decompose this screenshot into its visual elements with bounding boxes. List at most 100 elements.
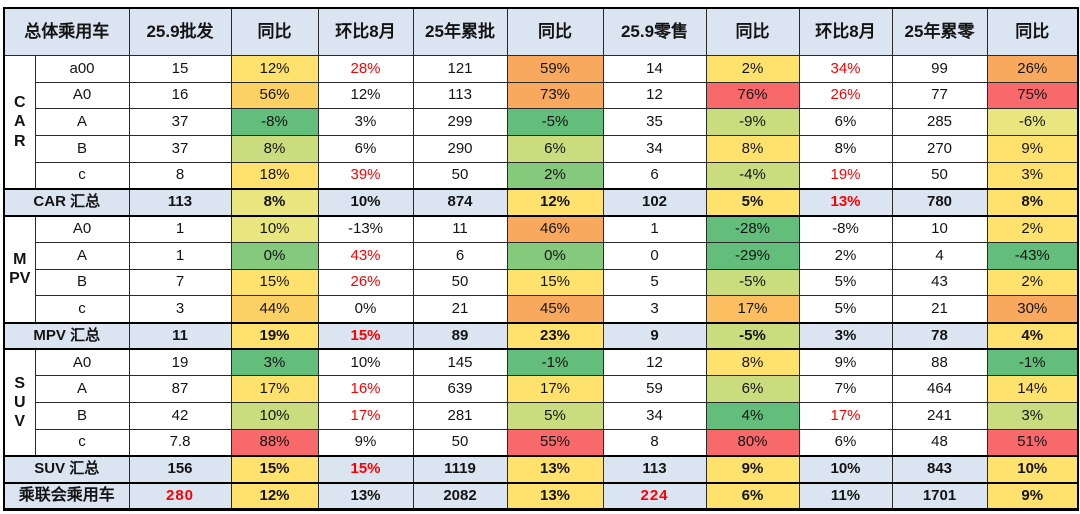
- data-cell: 17%: [317, 402, 414, 430]
- data-cell: 44%: [230, 295, 319, 324]
- summary-label: SUV 汇总: [3, 455, 130, 484]
- summary-label: CAR 汇总: [3, 188, 130, 217]
- table-header-row: 总体乘用车 25.9批发 同比 环比8月 25年累批 同比 25.9零售 同比 环比8月 25年累…: [3, 7, 1079, 56]
- table-row: c 8 18% 39% 50 2% 6 -4% 19% 50 3%: [4, 161, 1079, 190]
- group-label: SUV: [3, 348, 36, 457]
- summary-cell: 843: [891, 455, 988, 484]
- data-cell: 241: [891, 402, 988, 430]
- data-cell: 26%: [798, 81, 893, 110]
- summary-cell: 10%: [986, 455, 1079, 484]
- data-cell: 43: [891, 268, 988, 297]
- category-label: B: [34, 402, 130, 430]
- data-cell: -29%: [705, 241, 800, 270]
- data-cell: 59: [602, 375, 707, 404]
- data-cell: 464: [891, 375, 988, 404]
- header-cell: 同比: [230, 7, 319, 56]
- table-row: A 37 -8% 3% 299 -5% 35 -9% 6% 285 -6%: [4, 108, 1079, 137]
- data-cell: 12%: [317, 81, 414, 110]
- grand-total-cell: 2082: [412, 481, 508, 510]
- table-row: MPV A0 1 10% -13% 11 46% 1 -28% -8% 10 2%: [3, 215, 1079, 324]
- grand-total-label: 乘联会乘用车: [3, 481, 130, 510]
- header-cell: 25年累零: [891, 7, 988, 56]
- summary-cell: 5%: [705, 188, 800, 217]
- table-row: B 42 10% 17% 281 5% 34 4% 17% 241 3%: [4, 402, 1079, 430]
- data-cell: 6: [412, 241, 508, 270]
- data-cell: 39%: [317, 161, 414, 190]
- data-cell: -1%: [986, 348, 1079, 377]
- summary-cell: 874: [412, 188, 508, 217]
- data-cell: 88: [891, 348, 988, 377]
- category-label: A: [34, 241, 130, 270]
- grand-total-row: 乘联会乘用车 280 12% 13% 2082 13% 224 6% 11% 1701 9%: [3, 481, 1079, 510]
- table-row: A0 16 56% 12% 113 73% 12 76% 26% 77 75%: [4, 81, 1079, 110]
- table-row: SUV A0 19 3% 10% 145 -1% 12 8% 9% 88 -1%: [3, 348, 1079, 457]
- summary-cell: 8%: [986, 188, 1079, 217]
- data-cell: 9%: [798, 348, 893, 377]
- data-cell: 11: [412, 215, 508, 243]
- summary-cell: 780: [891, 188, 988, 217]
- data-cell: 7: [128, 268, 232, 297]
- data-cell: 30%: [986, 295, 1079, 324]
- grand-total-cell: 9%: [986, 481, 1079, 510]
- data-cell: 75%: [986, 81, 1079, 110]
- data-cell: 19: [128, 348, 232, 377]
- data-cell: 87: [128, 375, 232, 404]
- data-cell: 77: [891, 81, 988, 110]
- data-cell: 3: [128, 295, 232, 324]
- data-cell: 35: [602, 108, 707, 137]
- data-cell: 51%: [986, 428, 1079, 457]
- summary-cell: 156: [128, 455, 232, 484]
- data-cell: 639: [412, 375, 508, 404]
- data-cell: 10%: [317, 348, 414, 377]
- data-cell: 10: [891, 215, 988, 243]
- data-cell: 15: [128, 55, 232, 83]
- category-label: A: [34, 375, 130, 404]
- data-cell: 56%: [230, 81, 319, 110]
- header-cell: 同比: [506, 7, 604, 56]
- table-row: c 7.8 88% 9% 50 55% 8 80% 6% 48 51%: [4, 428, 1079, 457]
- summary-cell: 13%: [798, 188, 893, 217]
- data-cell: 50: [412, 428, 508, 457]
- summary-cell: 10%: [317, 188, 414, 217]
- data-cell: 59%: [506, 55, 604, 83]
- data-cell: 17%: [230, 375, 319, 404]
- data-cell: 1: [128, 241, 232, 270]
- data-cell: 88%: [230, 428, 319, 457]
- data-cell: 21: [891, 295, 988, 324]
- summary-row: SUV 汇总 156 15% 15% 1119 13% 113 9% 10% 843 10%: [3, 455, 1079, 484]
- data-cell: 10%: [230, 215, 319, 243]
- data-cell: 76%: [705, 81, 800, 110]
- data-cell: 50: [412, 161, 508, 190]
- data-cell: 17%: [798, 402, 893, 430]
- grand-total-cell: 13%: [317, 481, 414, 510]
- data-cell: 145: [412, 348, 508, 377]
- data-cell: 8: [128, 161, 232, 190]
- data-cell: 12%: [230, 55, 319, 83]
- data-cell: 2%: [986, 268, 1079, 297]
- summary-cell: 78: [891, 321, 988, 351]
- group-label: CAR: [3, 55, 36, 190]
- summary-cell: 23%: [506, 321, 604, 351]
- data-cell: 9%: [986, 135, 1079, 163]
- category-label: c: [34, 428, 130, 457]
- category-label: A0: [34, 348, 130, 377]
- summary-cell: 13%: [506, 455, 604, 484]
- header-row: 总体乘用车 25.9批发 同比 环比8月 25年累批 同比 25.9零售 同比 环比8月 25年累…: [3, 7, 1079, 56]
- header-cell: 同比: [705, 7, 800, 56]
- data-cell: -5%: [705, 268, 800, 297]
- data-cell: 26%: [986, 55, 1079, 83]
- data-cell: 16%: [317, 375, 414, 404]
- table-row: B 37 8% 6% 290 6% 34 8% 8% 270 9%: [4, 135, 1079, 163]
- summary-cell: 1119: [412, 455, 508, 484]
- data-cell: 34: [602, 135, 707, 163]
- summary-cell: 15%: [317, 455, 414, 484]
- data-cell: 8%: [230, 135, 319, 163]
- summary-cell: 89: [412, 321, 508, 351]
- grand-total-cell: 280: [128, 481, 232, 510]
- summary-cell: 15%: [317, 321, 414, 351]
- data-cell: 6%: [705, 375, 800, 404]
- table-body: CAR a00 15 12% 28% 121 59% 14 2% 34% 99 26% A0 16 56% 1…: [3, 55, 1079, 510]
- summary-cell: 4%: [986, 321, 1079, 351]
- data-cell: 5: [602, 268, 707, 297]
- summary-cell: 15%: [230, 455, 319, 484]
